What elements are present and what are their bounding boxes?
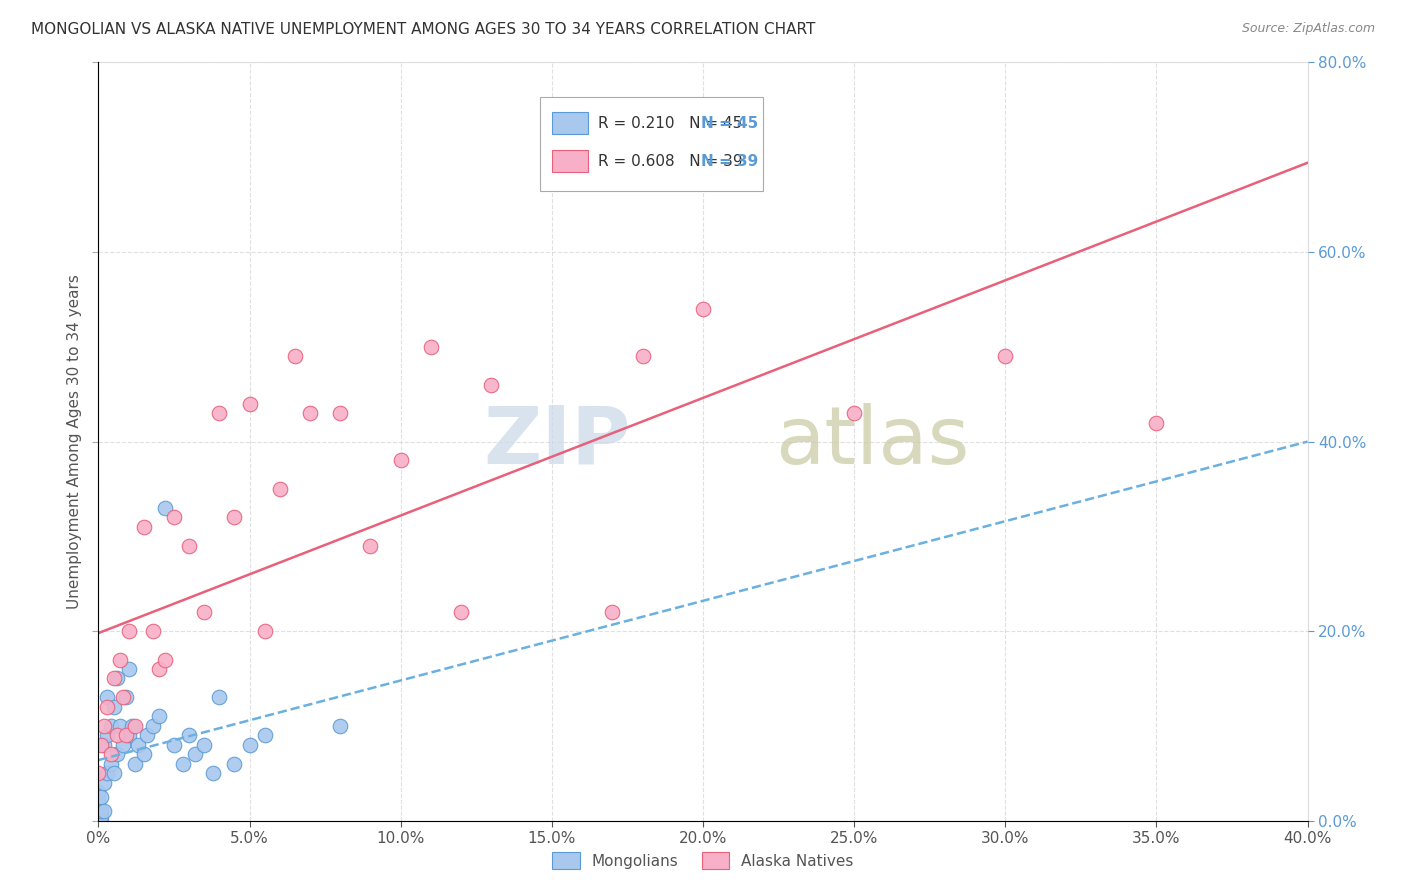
- Point: [602, 605, 624, 619]
- Point: [96, 690, 118, 705]
- Text: N = 45: N = 45: [700, 116, 758, 130]
- Point: [103, 672, 125, 686]
- Point: [118, 624, 141, 639]
- Point: [118, 662, 141, 676]
- Point: [135, 728, 157, 742]
- Point: [87, 785, 110, 799]
- Point: [284, 349, 307, 363]
- Point: [121, 719, 143, 733]
- Point: [105, 747, 128, 762]
- Point: [540, 150, 562, 164]
- Point: [96, 699, 118, 714]
- Point: [163, 510, 186, 524]
- Point: [179, 539, 201, 553]
- Point: [329, 719, 352, 733]
- Point: [93, 804, 115, 818]
- Point: [124, 756, 146, 771]
- Point: [90, 814, 112, 828]
- Point: [153, 500, 176, 515]
- Point: [90, 809, 112, 823]
- Point: [132, 520, 155, 534]
- Point: [153, 652, 176, 666]
- Point: [172, 756, 194, 771]
- Point: [96, 766, 118, 780]
- Point: [239, 396, 262, 410]
- Text: Source: ZipAtlas.com: Source: ZipAtlas.com: [1241, 22, 1375, 36]
- Point: [105, 672, 128, 686]
- Y-axis label: Unemployment Among Ages 30 to 34 years: Unemployment Among Ages 30 to 34 years: [66, 274, 82, 609]
- Point: [103, 699, 125, 714]
- Point: [118, 728, 141, 742]
- Text: R = 0.608   N = 39: R = 0.608 N = 39: [598, 153, 742, 169]
- Point: [142, 719, 165, 733]
- Point: [100, 756, 122, 771]
- Point: [253, 624, 276, 639]
- Point: [208, 690, 231, 705]
- Point: [389, 453, 412, 467]
- Point: [87, 766, 110, 780]
- Point: [103, 766, 125, 780]
- Text: N = 39: N = 39: [700, 153, 758, 169]
- Text: atlas: atlas: [776, 402, 970, 481]
- Point: [269, 482, 291, 496]
- FancyBboxPatch shape: [540, 96, 763, 191]
- Point: [96, 728, 118, 742]
- Point: [127, 738, 149, 752]
- Point: [224, 756, 246, 771]
- Point: [124, 719, 146, 733]
- Point: [360, 539, 382, 553]
- Legend: Mongolians, Alaska Natives: Mongolians, Alaska Natives: [546, 846, 860, 875]
- Point: [105, 728, 128, 742]
- Text: R = 0.210   N = 45: R = 0.210 N = 45: [598, 116, 742, 130]
- Point: [239, 738, 262, 752]
- Point: [148, 662, 170, 676]
- Point: [90, 738, 112, 752]
- Point: [111, 690, 134, 705]
- Point: [299, 406, 322, 420]
- Point: [631, 349, 654, 363]
- Point: [224, 510, 246, 524]
- FancyBboxPatch shape: [551, 112, 588, 135]
- Point: [87, 814, 110, 828]
- Point: [994, 349, 1017, 363]
- Point: [142, 624, 165, 639]
- Text: ZIP: ZIP: [484, 402, 630, 481]
- Point: [93, 738, 115, 752]
- FancyBboxPatch shape: [551, 150, 588, 172]
- Point: [100, 719, 122, 733]
- Point: [253, 728, 276, 742]
- Point: [87, 795, 110, 809]
- Point: [93, 719, 115, 733]
- Point: [692, 301, 714, 316]
- Point: [450, 605, 472, 619]
- Point: [1144, 416, 1167, 430]
- Point: [163, 738, 186, 752]
- Point: [208, 406, 231, 420]
- Point: [108, 652, 131, 666]
- Point: [420, 340, 443, 354]
- Point: [93, 776, 115, 790]
- Point: [108, 719, 131, 733]
- Point: [114, 690, 136, 705]
- Point: [481, 377, 503, 392]
- Point: [90, 789, 112, 804]
- Point: [148, 709, 170, 723]
- Point: [179, 728, 201, 742]
- Point: [111, 738, 134, 752]
- Point: [132, 747, 155, 762]
- Point: [90, 804, 112, 818]
- Point: [844, 406, 866, 420]
- Point: [193, 738, 215, 752]
- Point: [87, 809, 110, 823]
- Point: [184, 747, 207, 762]
- Text: MONGOLIAN VS ALASKA NATIVE UNEMPLOYMENT AMONG AGES 30 TO 34 YEARS CORRELATION CH: MONGOLIAN VS ALASKA NATIVE UNEMPLOYMENT …: [31, 22, 815, 37]
- Point: [100, 747, 122, 762]
- Point: [329, 406, 352, 420]
- Point: [87, 804, 110, 818]
- Point: [114, 728, 136, 742]
- Point: [193, 605, 215, 619]
- Point: [202, 766, 225, 780]
